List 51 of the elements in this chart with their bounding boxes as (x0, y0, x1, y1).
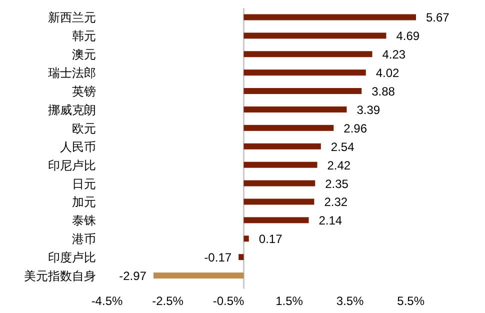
bar (244, 180, 316, 186)
x-tick-label: 1.5% (276, 294, 304, 308)
bar (244, 236, 249, 242)
y-tick-label: 新西兰元 (48, 10, 96, 25)
y-tick-label: 日元 (72, 176, 96, 191)
y-tick-label: 印度卢比 (48, 250, 96, 265)
y-tick-label: 加元 (72, 195, 96, 210)
x-tick-label: -4.5% (91, 294, 123, 308)
bar (244, 143, 321, 150)
bar (244, 32, 386, 39)
y-tick-label: 瑞士法郎 (48, 66, 96, 80)
x-tick-label: 3.5% (336, 294, 364, 308)
data-label: -2.97 (119, 269, 147, 284)
bar (244, 124, 334, 131)
data-label: 0.17 (258, 232, 283, 246)
data-label: -0.17 (204, 250, 232, 265)
data-label: 2.14 (318, 214, 342, 228)
y-tick-label: 港币 (72, 232, 96, 246)
bar (244, 217, 309, 224)
y-tick-label: 澳元 (72, 48, 96, 62)
bar (238, 254, 244, 260)
data-label: 2.54 (330, 140, 355, 154)
bar (244, 198, 314, 205)
data-label: 2.32 (324, 195, 348, 210)
data-label: 5.67 (426, 10, 450, 25)
bar (244, 51, 372, 58)
y-tick-label: 挪威克朗 (48, 102, 96, 117)
data-label: 2.42 (327, 158, 351, 172)
bar (244, 14, 416, 20)
data-label: 2.96 (344, 121, 368, 136)
bar (153, 272, 244, 279)
x-tick-label: -2.5% (152, 294, 184, 308)
y-tick-label: 人民币 (60, 140, 96, 154)
y-tick-label: 泰铢 (72, 214, 96, 228)
bar (244, 70, 366, 76)
y-tick-label: 印尼卢比 (48, 158, 96, 172)
bar (244, 106, 347, 112)
data-label: 3.88 (372, 84, 396, 99)
y-tick-label: 美元指数自身 (24, 269, 96, 284)
data-label: 3.39 (356, 102, 380, 117)
y-tick-label: 欧元 (72, 121, 96, 136)
x-tick-label: 5.5% (397, 294, 425, 308)
bar (244, 88, 362, 94)
x-tick-label: -0.5% (212, 294, 245, 308)
data-label: 4.02 (376, 66, 400, 80)
bar (244, 162, 318, 168)
y-tick-label: 英镑 (72, 84, 96, 99)
data-label: 4.69 (396, 29, 420, 44)
y-tick-label: 韩元 (72, 29, 96, 44)
data-label: 4.23 (382, 48, 406, 62)
data-label: 2.35 (325, 176, 349, 191)
